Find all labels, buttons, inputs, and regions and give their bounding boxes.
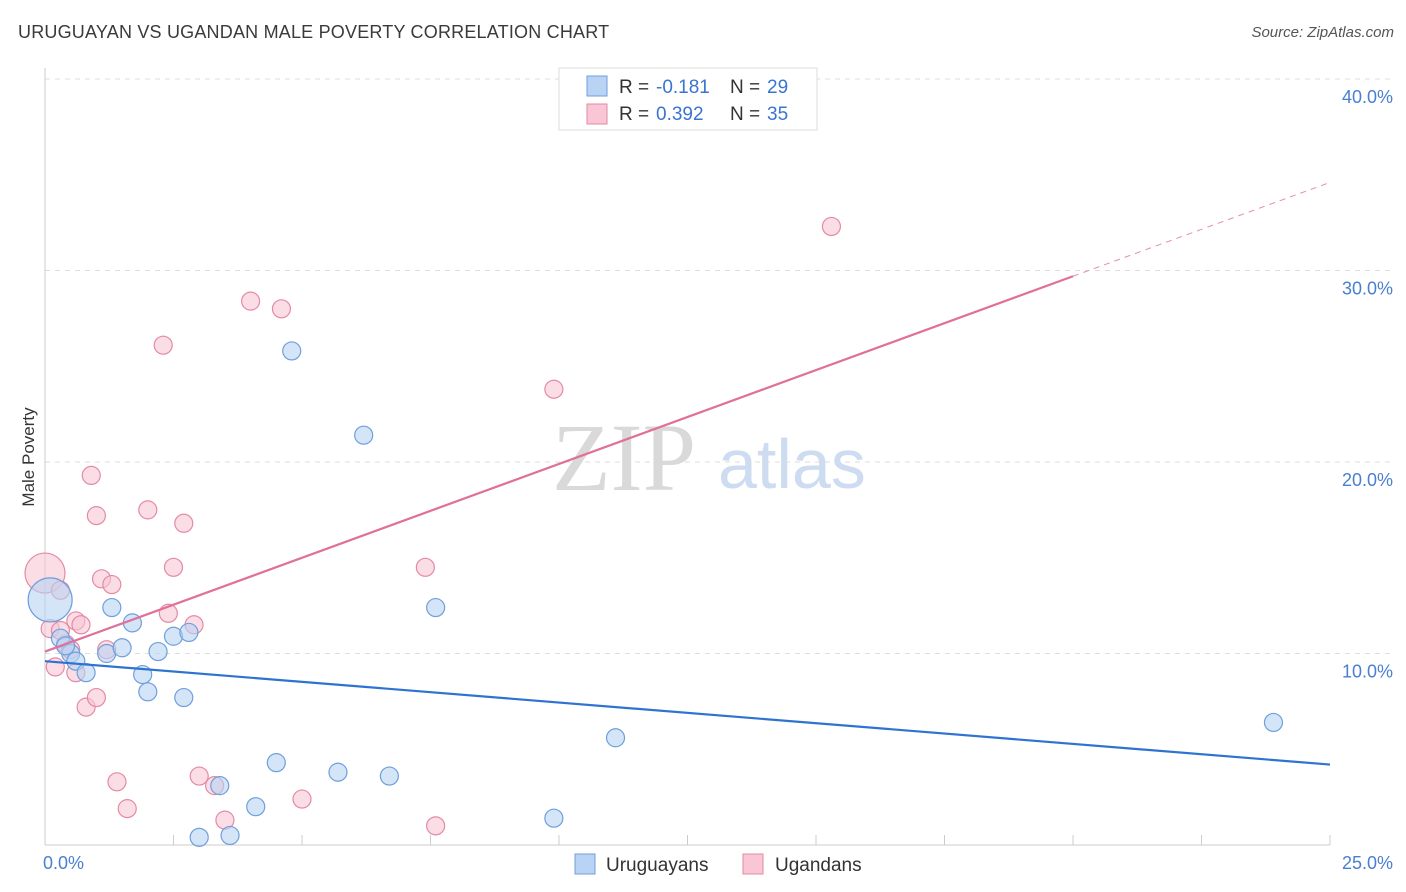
uruguayans-point-15 [189, 827, 209, 847]
stats-n-value-1: 29 [767, 77, 788, 98]
ugandans-point-19 [153, 335, 173, 355]
stats-swatch-pink [586, 103, 608, 125]
stats-r-label-2: R = [619, 104, 649, 125]
ugandans-trend-line [44, 275, 1074, 653]
x-tick-label-min: 0.0% [43, 853, 84, 873]
ugandans-point-30 [415, 557, 435, 577]
uruguayans-point-22 [354, 425, 374, 445]
uruguayans-point-25 [544, 808, 564, 828]
y-tick-labels: 10.0% 20.0% 30.0% 40.0% [1342, 87, 1393, 682]
stats-r-label-1: R = [619, 77, 649, 98]
ugandans-point-33 [821, 216, 842, 237]
uruguayans-point-26 [605, 728, 626, 748]
ugandans-point-12 [86, 687, 107, 708]
uruguayans-point-19 [266, 753, 286, 773]
y-tick-label-40: 40.0% [1342, 87, 1393, 107]
uruguayans-point-24 [426, 597, 446, 618]
stats-swatch-blue [586, 75, 608, 97]
stats-n-value-2: 35 [767, 104, 788, 125]
uruguayans-point-10 [138, 682, 158, 702]
source-label: Source: ZipAtlas.com [1251, 24, 1394, 41]
ugandans-point-32 [544, 379, 564, 399]
stats-r-value-1: -0.181 [656, 77, 710, 98]
uruguayans-point-13 [174, 687, 194, 708]
ugandans-points [24, 216, 842, 836]
uruguayans-point-11 [148, 641, 168, 662]
stats-n-label-2: N = [730, 104, 760, 125]
stats-n-label-1: N = [730, 77, 760, 98]
y-tick-label-10: 10.0% [1342, 662, 1393, 682]
ugandans-point-29 [292, 789, 312, 809]
legend-swatch-ugandans [742, 853, 764, 875]
watermark-atlas: atlas [718, 425, 866, 503]
uruguayans-point-4 [76, 663, 96, 683]
ugandans-point-17 [117, 799, 137, 819]
trend-lines [44, 181, 1331, 766]
uruguayans-point-16 [210, 776, 230, 796]
series-legend: Uruguayans Ugandans [574, 853, 862, 876]
ugandans-point-15 [102, 574, 122, 595]
uruguayans-point-0 [27, 577, 73, 623]
uruguayans-point-20 [282, 341, 302, 361]
y-tick-label-30: 30.0% [1342, 279, 1393, 299]
legend-label-ugandans: Ugandans [775, 855, 862, 876]
y-tick-label-20: 20.0% [1342, 470, 1393, 490]
x-tick-marks [173, 835, 1331, 845]
stats-r-value-2: 0.392 [656, 104, 704, 125]
uruguayans-points [27, 341, 1284, 847]
uruguayans-point-17 [220, 825, 240, 846]
ugandans-point-27 [241, 291, 261, 311]
y-axis-title: Male Poverty [19, 407, 38, 507]
uruguayans-trend-line [44, 660, 1331, 766]
legend-label-uruguayans: Uruguayans [606, 855, 708, 876]
ugandans-point-11 [86, 506, 107, 526]
ugandans-point-28 [271, 299, 292, 319]
ugandans-point-31 [426, 816, 446, 836]
ugandans-point-22 [174, 513, 194, 533]
watermark: ZIP atlas [552, 404, 866, 511]
stats-legend: R = -0.181 N = 29 R = 0.392 N = 35 [558, 67, 818, 131]
ugandans-point-24 [189, 766, 209, 786]
ugandans-point-8 [71, 615, 91, 635]
uruguayans-point-21 [328, 762, 348, 782]
gridlines [45, 78, 1394, 654]
ugandans-point-16 [107, 772, 127, 792]
legend-swatch-uruguayans [574, 853, 596, 875]
uruguayans-point-14 [179, 622, 199, 643]
uruguayans-point-23 [379, 766, 399, 786]
ugandans-point-10 [81, 465, 101, 486]
ugandans-point-21 [163, 557, 184, 577]
x-tick-labels: 0.0% 25.0% [43, 853, 1393, 873]
ugandans-trend-extension [1072, 181, 1331, 277]
uruguayans-point-27 [1263, 712, 1284, 733]
uruguayans-point-7 [112, 638, 132, 658]
uruguayans-point-18 [246, 797, 266, 817]
uruguayans-point-6 [102, 597, 122, 618]
chart-title: URUGUAYAN VS UGANDAN MALE POVERTY CORREL… [18, 22, 610, 42]
ugandans-point-18 [138, 500, 158, 520]
x-tick-label-max: 25.0% [1342, 853, 1393, 873]
